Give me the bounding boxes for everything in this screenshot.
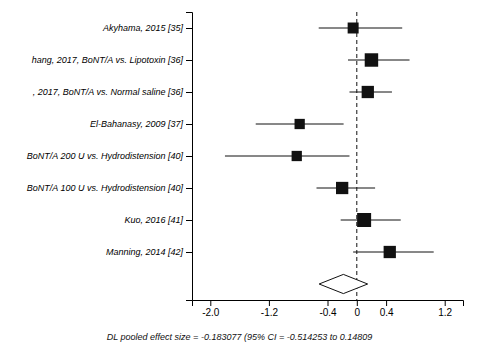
pooled-diamond [319, 274, 368, 293]
x-tick-mark [269, 300, 270, 306]
plot: -2.0 -1.2 -0.4 0 0.4 1.2 Akyhama, 2015 [35] han… [27, 12, 464, 318]
x-tick: -1.2 [261, 300, 279, 318]
x-tick: 0 [355, 300, 361, 318]
y-tick-mark [186, 156, 192, 157]
y-axis-line [186, 13, 193, 301]
y-tick-mark [186, 60, 192, 61]
ci-line [319, 28, 402, 29]
x-tick-label: 0 [355, 307, 361, 318]
x-tick-mark [210, 300, 211, 306]
y-tick: hang, 2017, BoNT/A vs. Lipotoxin [36] [32, 55, 192, 65]
x-tick-label: 0.4 [380, 307, 394, 318]
x-tick: -2.0 [202, 300, 220, 318]
y-tick-mark [186, 92, 192, 93]
y-tick: Manning, 2014 [42] [106, 247, 192, 257]
effect-box [357, 213, 371, 227]
x-axis-line [193, 301, 464, 307]
x-tick-mark [357, 300, 358, 306]
effect-box [365, 53, 378, 66]
study-label: Manning, 2014 [42] [106, 247, 184, 257]
x-tick-label: -2.0 [202, 307, 220, 318]
y-tick: Akyhama, 2015 [35] [102, 23, 192, 33]
study-label: Kuo, 2016 [41] [124, 215, 183, 225]
chart: -2.0 -1.2 -0.4 0 0.4 1.2 Akyhama, 2015 [35] han… [0, 0, 479, 346]
effect-box [336, 182, 348, 194]
reference-line [356, 12, 357, 300]
x-tick-mark [445, 300, 446, 306]
study-label: El-Bahanasy, 2009 [37] [90, 119, 183, 129]
y-tick: El-Bahanasy, 2009 [37] [90, 119, 192, 129]
y-tick-mark [186, 28, 192, 29]
x-tick: 0.4 [380, 300, 394, 318]
ci-line [225, 156, 350, 157]
x-tick-label: 1.2 [438, 307, 452, 318]
y-tick-mark [186, 252, 192, 253]
study-label: Akyhama, 2015 [35] [102, 23, 184, 33]
x-tick-mark [386, 300, 387, 306]
y-tick: BoNT/A 200 U vs. Hydrodistension [40] [27, 151, 192, 161]
ci-line [348, 60, 410, 61]
x-tick-label: -0.4 [319, 307, 337, 318]
y-tick: BoNT/A 100 U vs. Hydrodistension [40] [27, 183, 192, 193]
effect-box [384, 246, 396, 258]
study-label: hang, 2017, BoNT/A vs. Lipotoxin [36] [32, 55, 184, 65]
x-tick-label: -1.2 [261, 307, 279, 318]
footnote: DL pooled effect size = -0.183077 (95% C… [107, 332, 373, 342]
study-label: BoNT/A 200 U vs. Hydrodistension [40] [27, 151, 184, 161]
study-label: , 2017, BoNT/A vs. Normal saline [36] [33, 87, 184, 97]
effect-box [292, 151, 302, 161]
y-axis: Akyhama, 2015 [35] hang, 2017, BoNT/A vs.… [27, 13, 193, 301]
x-tick: -0.4 [319, 300, 337, 318]
x-axis: -2.0 -1.2 -0.4 0 0.4 1.2 [193, 300, 464, 318]
y-tick: Kuo, 2016 [41] [124, 215, 192, 225]
marks [225, 12, 434, 300]
y-tick: , 2017, BoNT/A vs. Normal saline [36] [33, 87, 192, 97]
effect-box [295, 119, 305, 129]
effect-box [362, 86, 374, 98]
x-tick-mark [328, 300, 329, 306]
x-tick: 1.2 [438, 300, 452, 318]
y-tick-mark [186, 220, 192, 221]
y-tick-mark [186, 188, 192, 189]
effect-box [348, 23, 359, 34]
y-tick-mark [186, 124, 192, 125]
study-label: BoNT/A 100 U vs. Hydrodistension [40] [27, 183, 184, 193]
